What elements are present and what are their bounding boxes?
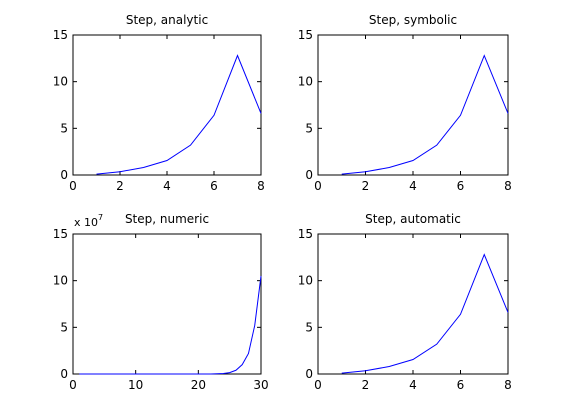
x-tick-label: 10 bbox=[128, 378, 143, 392]
x-tick-label: 30 bbox=[253, 378, 268, 392]
y-tick-label: 10 bbox=[298, 274, 313, 288]
y-tick-label: 0 bbox=[305, 367, 313, 381]
y-tick-label: 15 bbox=[298, 28, 313, 42]
x-tick-label: 8 bbox=[504, 378, 512, 392]
y-tick-label: 10 bbox=[53, 274, 68, 288]
series-line bbox=[79, 275, 262, 375]
subplot-title: Step, automatic bbox=[365, 212, 461, 226]
y-tick-label: 15 bbox=[53, 28, 68, 42]
x-tick-label: 4 bbox=[163, 179, 171, 193]
subplot-grid: 0 2 4 6 8 0 5 10 15 Step, analytic 0 2 4 6 8 0 5 10 15 Step… bbox=[53, 13, 512, 392]
x-tick-label: 0 bbox=[314, 378, 322, 392]
subplot-analytic: 0 2 4 6 8 0 5 10 15 Step, analytic bbox=[53, 13, 265, 193]
x-tick-label: 20 bbox=[191, 378, 206, 392]
subplot-symbolic: 0 2 4 6 8 0 5 10 15 Step, symbolic bbox=[298, 13, 512, 193]
subplot-title: Step, numeric bbox=[125, 212, 209, 226]
series-line bbox=[341, 253, 509, 374]
y-tick-label: 5 bbox=[60, 121, 68, 135]
x-tick-label: 6 bbox=[457, 378, 465, 392]
x-tick-label: 8 bbox=[504, 179, 512, 193]
y-tick-label: 0 bbox=[60, 168, 68, 182]
subplot-numeric: 0 10 20 30 0 5 10 15 Step, numeric x 107 bbox=[53, 212, 269, 392]
y-tick-label: 10 bbox=[298, 75, 313, 89]
y-tick-label: 15 bbox=[298, 227, 313, 241]
x-tick-label: 4 bbox=[409, 378, 417, 392]
series-line bbox=[341, 54, 509, 175]
x-tick-label: 2 bbox=[116, 179, 124, 193]
x-tick-label: 8 bbox=[257, 179, 265, 193]
series-line bbox=[96, 54, 262, 175]
y-tick-label: 0 bbox=[60, 367, 68, 381]
x-tick-label: 4 bbox=[409, 179, 417, 193]
y-tick-label: 10 bbox=[53, 75, 68, 89]
y-tick-label: 5 bbox=[305, 320, 313, 334]
x-tick-label: 6 bbox=[210, 179, 218, 193]
x-tick-label: 0 bbox=[69, 378, 77, 392]
y-tick-label: 5 bbox=[60, 320, 68, 334]
x-tick-label: 2 bbox=[362, 179, 370, 193]
x-tick-label: 0 bbox=[69, 179, 77, 193]
y-tick-label: 0 bbox=[305, 168, 313, 182]
x-tick-label: 2 bbox=[362, 378, 370, 392]
y-tick-label: 15 bbox=[53, 227, 68, 241]
subplot-title: Step, symbolic bbox=[369, 13, 457, 27]
y-exponent-label: x 107 bbox=[74, 213, 103, 229]
x-tick-label: 0 bbox=[314, 179, 322, 193]
subplot-title: Step, analytic bbox=[126, 13, 208, 27]
subplot-automatic: 0 2 4 6 8 0 5 10 15 Step, automatic bbox=[298, 212, 512, 392]
x-tick-label: 6 bbox=[457, 179, 465, 193]
y-tick-label: 5 bbox=[305, 121, 313, 135]
